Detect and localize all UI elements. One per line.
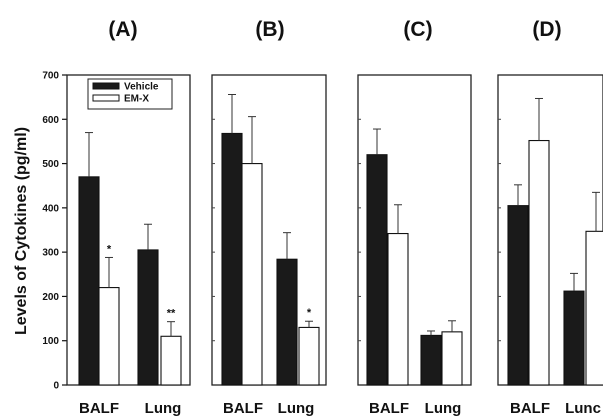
bar-vehicle-lung: [276, 258, 298, 386]
panel-title: (C): [403, 18, 432, 41]
panel-frame: [211, 74, 327, 386]
category-label: Lung: [278, 400, 315, 417]
legend-label: EM-X: [124, 94, 149, 105]
y-tick-label: 500: [42, 159, 59, 170]
legend-label: Vehicle: [124, 82, 159, 93]
y-tick-label: 400: [42, 203, 59, 214]
category-label: BALF: [369, 400, 409, 417]
panel-c: (C) BALF Lung: [357, 18, 472, 417]
y-tick-label: 600: [42, 115, 59, 126]
y-axis-label: Levels of Cytokines (pg/ml): [13, 127, 30, 335]
bar-emx-balf: [528, 139, 550, 386]
significance-marker: *: [307, 307, 312, 319]
category-label: Lung: [425, 400, 462, 417]
category-label: Lung: [145, 400, 182, 417]
category-label: BALF: [79, 400, 119, 417]
category-label: BALF: [223, 400, 263, 417]
y-tick-label: 300: [42, 248, 59, 259]
panel-title: (D): [532, 18, 561, 41]
y-tick-label: 200: [42, 292, 59, 303]
bar-vehicle-lung: [137, 249, 159, 386]
y-axis: 0 100 200 300 400 500 600 700: [42, 71, 67, 392]
panel-frame: [66, 74, 191, 386]
bar-emx-balf: [241, 163, 263, 386]
legend-swatch-vehicle: [92, 82, 120, 90]
category-label: Lunc: [565, 400, 601, 417]
y-tick-label: 700: [42, 71, 59, 82]
y-tick-label: 0: [53, 381, 59, 392]
panel-d: (D) BALF Lunc: [497, 18, 603, 417]
bar-vehicle-lunc: [563, 290, 585, 386]
category-label: BALF: [510, 400, 550, 417]
y-tick-label: 100: [42, 336, 59, 347]
bar-vehicle-balf: [78, 176, 100, 386]
panel-b: (B) * BALF Lung: [211, 18, 327, 417]
bar-emx-lung: [160, 335, 182, 386]
bar-vehicle-balf: [507, 205, 529, 386]
bar-emx-balf: [387, 232, 409, 386]
panel-title: (A): [108, 18, 137, 41]
bar-vehicle-balf: [221, 132, 243, 386]
bar-emx-lunc: [585, 230, 603, 386]
bar-emx-lung: [298, 326, 320, 386]
significance-marker: *: [107, 243, 112, 255]
bar-emx-balf: [98, 287, 120, 386]
panel-frame: [497, 74, 603, 386]
chart-panels: (A)***BALF Lung(B)*BALF Lung(C)BALF Lung(D)…: [66, 18, 603, 417]
panel-frame: [357, 74, 472, 386]
bar-vehicle-balf: [366, 154, 388, 386]
panel-title: (B): [255, 18, 284, 41]
panel-a: (A)***BALF Lung: [66, 18, 191, 417]
bar-emx-lung: [441, 331, 463, 386]
significance-marker: **: [167, 308, 176, 320]
legend-swatch-emx: [92, 94, 120, 102]
bar-vehicle-lung: [420, 334, 442, 386]
